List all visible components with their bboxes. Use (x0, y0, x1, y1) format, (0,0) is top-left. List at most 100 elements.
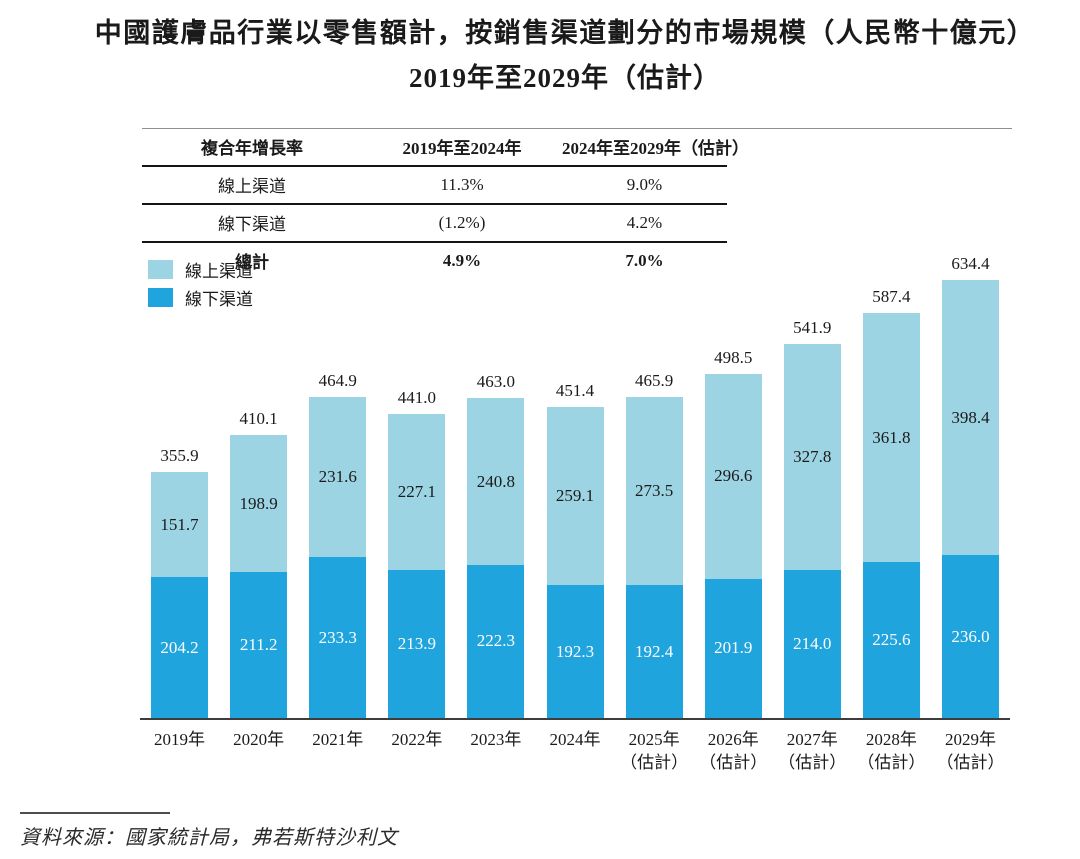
x-tick-year: 2025年 (628, 730, 680, 749)
x-tick-year: 2026年 (707, 730, 759, 749)
online-channel-segment: 259.1 (546, 406, 604, 586)
chart-legend: 線上渠道 線下渠道 (148, 259, 253, 315)
cagr-row-value2: 9.0% (626, 174, 663, 194)
bar-total-label: 498.5 (714, 348, 753, 368)
cagr-header-metric: 複合年增長率 (201, 139, 303, 158)
online-channel-segment: 198.9 (230, 435, 288, 573)
offline-channel-segment: 225.6 (862, 562, 920, 718)
online-value-label: 231.6 (318, 467, 357, 487)
x-axis-tick-label: 2029年 （估計） (931, 720, 1010, 774)
bar-total-label: 541.9 (793, 318, 832, 338)
bar-column: 587.4 361.8 225.6 (852, 286, 931, 718)
offline-value-label: 214.0 (793, 634, 832, 654)
bar-total-label: 441.0 (397, 387, 436, 407)
cagr-row-value1: (1.2%) (438, 212, 486, 232)
legend-swatch-icon (148, 259, 173, 279)
online-channel-segment: 398.4 (941, 280, 999, 556)
cagr-row-label: 總計 (235, 253, 269, 272)
chart-title-line2: 2019年至2029年（估計） (409, 63, 721, 93)
bar-total-label: 451.4 (555, 380, 595, 400)
online-value-label: 240.8 (476, 471, 516, 491)
x-tick-estimate-note: （估計） (699, 753, 768, 772)
offline-channel-segment: 211.2 (230, 572, 288, 718)
x-tick-estimate-note: （估計） (857, 753, 926, 772)
x-axis-tick-label: 2021年 (298, 720, 377, 774)
bar-column: 465.9 273.5 192.4 (615, 370, 694, 718)
offline-value-label: 225.6 (872, 630, 911, 650)
online-value-label: 327.8 (793, 447, 832, 467)
x-axis-tick-label: 2019年 (140, 720, 219, 774)
offline-channel-segment: 213.9 (388, 570, 446, 718)
x-tick-year: 2021年 (312, 730, 364, 749)
bar-column: 410.1 198.9 211.2 (219, 410, 298, 718)
x-tick-year: 2019年 (154, 730, 206, 749)
bar-total-label: 465.9 (634, 370, 674, 390)
online-channel-segment: 273.5 (625, 396, 683, 586)
legend-item: 線下渠道 (148, 287, 253, 309)
cagr-header-period1: 2019年至2024年 (402, 139, 522, 158)
bar-column: 634.4 398.4 236.0 (931, 255, 1010, 718)
x-axis-labels: 2019年 2020年 2021年 2022年 2023年 2024年 2025年 （估計） 2… (140, 720, 1010, 774)
bar-column: 355.9 151.7 204.2 (140, 447, 219, 718)
online-value-label: 273.5 (634, 480, 674, 500)
offline-channel-segment: 222.3 (467, 564, 525, 718)
online-value-label: 151.7 (160, 514, 199, 534)
online-value-label: 398.4 (951, 407, 990, 427)
online-channel-segment: 296.6 (704, 374, 762, 579)
offline-channel-segment: 233.3 (309, 557, 367, 718)
offline-value-label: 211.2 (239, 635, 278, 655)
cagr-row-value1: 4.9% (442, 250, 482, 270)
legend-item: 線上渠道 (148, 259, 253, 281)
offline-value-label: 201.9 (714, 638, 753, 658)
online-channel-segment: 361.8 (862, 312, 920, 563)
legend-label: 線下渠道 (185, 289, 253, 309)
cagr-row-value2: 7.0% (625, 250, 664, 270)
chart-title-line1: 中國護膚品行業以零售額計，按銷售渠道劃分的市場規模（人民幣十億元） (94, 18, 1036, 48)
offline-channel-segment: 204.2 (151, 577, 209, 718)
online-value-label: 361.8 (872, 427, 911, 447)
offline-channel-segment: 236.0 (941, 555, 999, 718)
x-tick-year: 2029年 (944, 730, 996, 749)
x-axis-tick-label: 2022年 (377, 720, 456, 774)
online-channel-segment: 231.6 (309, 397, 367, 557)
top-divider-line (142, 128, 1012, 129)
bar-column: 463.0 240.8 222.3 (456, 373, 535, 718)
x-axis-tick-label: 2027年 （估計） (773, 720, 852, 774)
bar-total-label: 587.4 (872, 286, 911, 306)
bar-column: 498.5 296.6 201.9 (694, 349, 773, 718)
x-axis-tick-label: 2024年 (535, 720, 614, 774)
bar-total-label: 355.9 (160, 446, 199, 466)
online-value-label: 259.1 (555, 485, 595, 505)
offline-value-label: 192.3 (555, 641, 595, 661)
chart-region: 355.9 151.7 204.2 410.1 198.9 211.2 464.9 231.6… (140, 250, 1010, 774)
bar-column: 464.9 231.6 233.3 (298, 372, 377, 718)
x-axis-tick-label: 2023年 (456, 720, 535, 774)
offline-channel-segment: 192.4 (625, 585, 683, 718)
source-note: 資料來源：國家統計局，弗若斯特沙利文 (20, 827, 398, 849)
offline-value-label: 204.2 (160, 637, 199, 657)
x-tick-estimate-note: （估計） (936, 753, 1005, 772)
bar-total-label: 463.0 (476, 372, 516, 392)
bar-column: 541.9 327.8 214.0 (773, 319, 852, 718)
x-tick-year: 2028年 (865, 730, 917, 749)
cagr-header-period2: 2024年至2029年（估計） (562, 139, 749, 158)
online-channel-segment: 240.8 (467, 398, 525, 565)
offline-value-label: 233.3 (318, 627, 357, 647)
online-value-label: 227.1 (397, 482, 436, 502)
legend-swatch-icon (148, 287, 173, 307)
online-channel-segment: 327.8 (783, 344, 841, 571)
legend-label: 線上渠道 (185, 261, 253, 281)
cagr-row-label: 線上渠道 (218, 177, 286, 196)
x-tick-estimate-note: （估計） (778, 753, 847, 772)
x-tick-year: 2027年 (786, 730, 838, 749)
offline-channel-segment: 192.3 (546, 585, 604, 718)
bar-total-label: 634.4 (951, 254, 990, 274)
x-tick-estimate-note: （估計） (620, 753, 689, 772)
bar-column: 451.4 259.1 192.3 (535, 380, 614, 718)
offline-value-label: 222.3 (476, 631, 516, 651)
offline-value-label: 192.4 (634, 641, 674, 661)
bar-total-label: 410.1 (239, 409, 278, 429)
x-tick-year: 2022年 (391, 730, 443, 749)
x-axis-tick-label: 2020年 (219, 720, 298, 774)
cagr-row-label: 線下渠道 (218, 215, 286, 234)
